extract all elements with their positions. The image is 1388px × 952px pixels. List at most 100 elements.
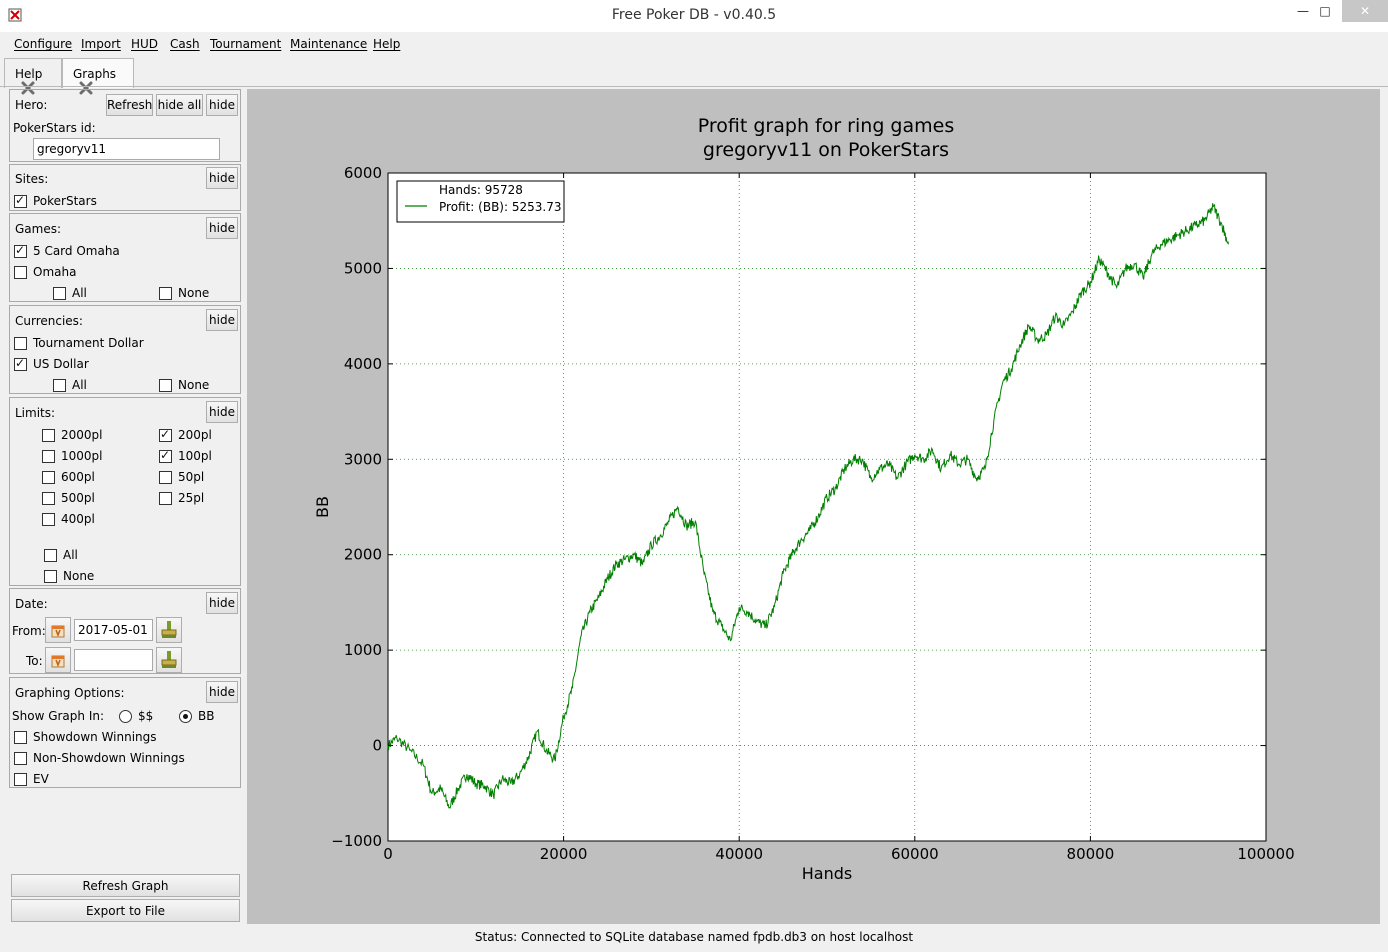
non-showdown-winnings-checkbox[interactable] (14, 752, 27, 765)
bb-radio[interactable] (179, 710, 192, 723)
close-tab-icon[interactable] (21, 81, 35, 95)
y-tick-label: 5000 (344, 259, 382, 277)
menu-hud[interactable]: HUD (131, 37, 159, 51)
tab-bar: Help Graphs (0, 56, 1388, 95)
refresh-graph-button[interactable]: Refresh Graph (11, 874, 240, 897)
games-none-checkbox[interactable] (159, 287, 172, 300)
broom-icon (161, 651, 177, 668)
tick-layer: 0 20000 40000 60000 80000 100000−100001000200… (331, 164, 1294, 863)
site-id-label: PokerStars id: (13, 121, 96, 135)
to-date-input[interactable] (74, 649, 153, 671)
currencies-section: Currencies: hide Tournament Dollar US Do… (9, 305, 241, 394)
x-tick-label: 40000 (715, 845, 763, 863)
hide-date-button[interactable]: hide (206, 592, 238, 614)
currencies-none-label: None (178, 378, 210, 392)
limit-400pl-checkbox[interactable] (42, 513, 55, 526)
hide-currencies-button[interactable]: hide (206, 309, 238, 331)
x-tick-label: 100000 (1237, 845, 1294, 863)
showdown-winnings-label: Showdown Winnings (33, 730, 157, 744)
filter-panel: Hero: Refresh hide all hide PokerStars i… (9, 89, 241, 923)
limit-500pl-checkbox[interactable] (42, 492, 55, 505)
us-dollar-checkbox[interactable] (14, 356, 27, 371)
games-all-checkbox[interactable] (53, 287, 66, 300)
dollars-radio[interactable] (119, 710, 132, 723)
to-label: To: (26, 654, 43, 668)
y-tick-label: 4000 (344, 355, 382, 373)
hide-sites-button[interactable]: hide (206, 167, 238, 189)
us-dollar-label: US Dollar (33, 357, 89, 371)
x-axis-label: Hands (802, 864, 852, 883)
menu-configure[interactable]: Configure (14, 37, 73, 51)
five-card-omaha-checkbox[interactable] (14, 243, 27, 258)
minimize-button[interactable]: — (1297, 4, 1309, 18)
currencies-none-checkbox[interactable] (159, 379, 172, 392)
hero-section: Hero: Refresh hide all hide PokerStars i… (9, 89, 241, 162)
limits-all-label: All (63, 548, 78, 562)
omaha-checkbox[interactable] (14, 266, 27, 279)
hide-hero-button[interactable]: hide (206, 94, 238, 116)
limit-25pl-checkbox[interactable] (159, 492, 172, 505)
close-tab-icon[interactable] (79, 81, 93, 95)
limit-50pl-checkbox[interactable] (159, 471, 172, 484)
window-title: Free Poker DB - v0.40.5 (611, 7, 777, 23)
y-tick-label: 6000 (344, 164, 382, 182)
showdown-winnings-checkbox[interactable] (14, 731, 27, 744)
menu-tournament[interactable]: Tournament (210, 37, 282, 51)
graphing-options-label: Graphing Options: (15, 686, 125, 700)
limits-none-checkbox[interactable] (44, 570, 57, 583)
y-tick-label: 3000 (344, 450, 382, 468)
maximize-button[interactable]: □ (1319, 4, 1331, 18)
currencies-all-checkbox[interactable] (53, 379, 66, 392)
profit-chart: Profit graph for ring games gregoryv11 o… (313, 115, 1295, 883)
limit-2000pl-checkbox[interactable] (42, 429, 55, 442)
omaha-label: Omaha (33, 265, 77, 279)
limit-25pl-label: 25pl (178, 491, 205, 505)
menu-cash[interactable]: Cash (170, 37, 200, 51)
to-calendar-button[interactable] (45, 647, 71, 673)
chart-title: Profit graph for ring games (698, 115, 954, 137)
limit-200pl-checkbox[interactable] (159, 427, 172, 442)
non-showdown-winnings-label: Non-Showdown Winnings (33, 751, 185, 765)
export-to-file-button[interactable]: Export to File (11, 899, 240, 922)
grid (388, 173, 1266, 841)
refresh-button[interactable]: Refresh (106, 94, 153, 116)
hide-limits-button[interactable]: hide (206, 401, 238, 423)
limits-section: Limits: hide 2000pl 1000pl 600pl 500pl 4… (9, 397, 241, 586)
tab-graphs[interactable]: Graphs (62, 58, 134, 95)
from-clear-button[interactable] (156, 617, 182, 643)
series-layer (387, 203, 1229, 809)
x-tick-label: 60000 (891, 845, 939, 863)
limits-all-checkbox[interactable] (44, 549, 57, 562)
limit-50pl-label: 50pl (178, 470, 205, 484)
dollars-label: $$ (138, 709, 154, 723)
menu-import[interactable]: Import (81, 37, 121, 51)
y-tick-label: 2000 (344, 546, 382, 564)
from-date-input[interactable]: 2017-05-01 (74, 619, 153, 641)
ev-label: EV (33, 772, 49, 786)
limit-1000pl-checkbox[interactable] (42, 450, 55, 463)
limit-100pl-checkbox[interactable] (159, 448, 172, 463)
sites-section: Sites: hide PokerStars (9, 164, 241, 211)
tournament-dollar-label: Tournament Dollar (33, 336, 144, 350)
limit-400pl-label: 400pl (61, 512, 95, 526)
pokerstars-checkbox[interactable] (14, 193, 27, 208)
games-none-label: None (178, 286, 210, 300)
hide-all-button[interactable]: hide all (156, 94, 203, 116)
limits-label: Limits: (15, 406, 56, 420)
hero-id-input[interactable]: gregoryv11 (33, 138, 220, 160)
date-section: Date: hide From: 2017-05-01 To: (9, 588, 241, 674)
hide-graphing-button[interactable]: hide (206, 681, 238, 703)
limit-600pl-checkbox[interactable] (42, 471, 55, 484)
hide-games-button[interactable]: hide (206, 217, 238, 239)
from-label: From: (12, 624, 46, 638)
tournament-dollar-checkbox[interactable] (14, 337, 27, 350)
ev-checkbox[interactable] (14, 773, 27, 786)
legend-hands: Hands: 95728 (439, 183, 523, 197)
x-tick-label: 20000 (540, 845, 588, 863)
to-clear-button[interactable] (156, 647, 182, 673)
close-button[interactable]: ✕ (1342, 0, 1388, 22)
from-calendar-button[interactable] (45, 617, 71, 643)
menu-help[interactable]: Help (373, 37, 401, 51)
tab-help[interactable]: Help (4, 58, 62, 95)
menu-maintenance[interactable]: Maintenance (290, 37, 368, 51)
